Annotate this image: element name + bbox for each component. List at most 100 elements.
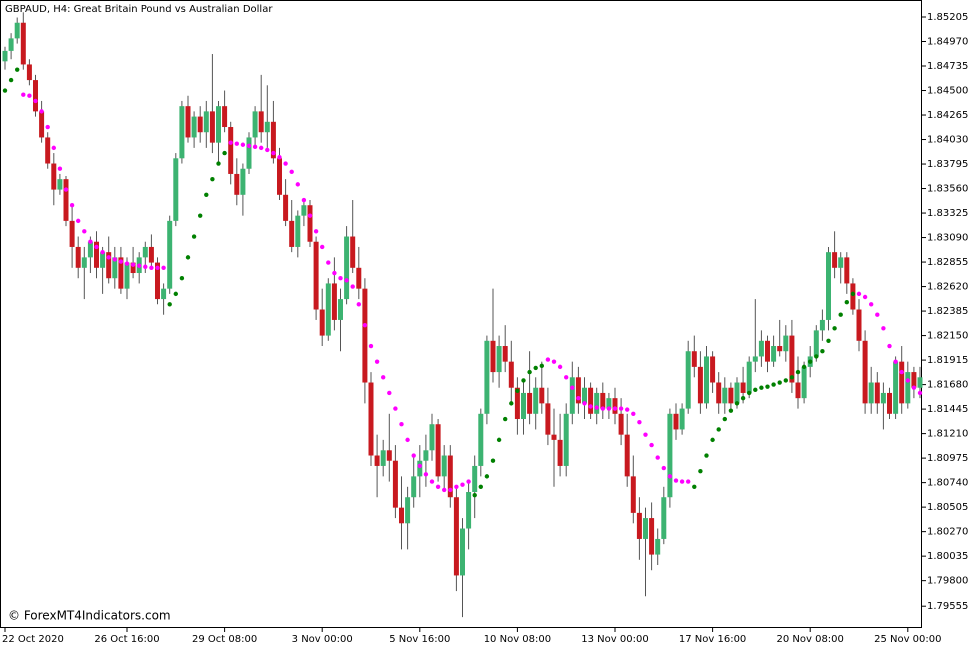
y-tick-label: 1.83795 [927,159,968,170]
sar-dot [448,487,453,493]
y-tick-label: 1.81445 [927,404,968,415]
candle-body [844,257,850,284]
candle-body [8,38,14,51]
sar-dot [130,262,136,267]
candle-body [319,309,325,336]
sar-dot [850,291,856,297]
candle-body [508,361,514,388]
candle-body [26,64,32,81]
sar-dot [149,265,154,271]
candle-body [69,220,75,247]
candle-body [557,439,563,466]
sar-dot [716,427,721,432]
sar-dot [137,263,142,268]
sar-dot [539,363,544,369]
candle-body [338,299,343,320]
sar-dot [173,291,178,297]
candle-body [222,106,228,128]
candle-body [392,460,398,508]
sar-dot [15,67,20,72]
candle-body [649,518,655,555]
candle-body [575,377,581,404]
sar-dot [814,354,819,359]
candle-body [246,137,252,169]
sar-dot [167,302,172,307]
sar-dot [21,92,26,97]
sar-dot [326,260,331,265]
candle-body [203,111,209,133]
candle-body [63,179,69,221]
sar-dot [533,365,538,371]
sar-dot [625,407,630,412]
candle-body [624,434,630,477]
sar-dot [374,359,380,364]
candle-body [771,346,777,362]
candle-body [112,257,118,279]
sar-dot [289,169,294,175]
sar-dot [271,150,276,156]
x-tick-label: 20 Nov 08:00 [776,634,843,645]
sar-dot [600,406,605,411]
candle-body [502,346,508,362]
sar-dot [179,276,185,281]
sar-dot [856,291,862,297]
candle-body [411,476,417,498]
candle-body [148,246,154,263]
sar-dot [765,384,770,389]
sar-dot [771,382,776,387]
y-tick-label: 1.80035 [927,551,968,562]
sar-dot [911,385,917,390]
sar-dot [393,406,398,411]
sar-dot [655,455,660,460]
sar-dot [191,234,197,239]
candle-body [880,392,886,404]
sar-dot [521,378,526,383]
candle-body [313,241,319,310]
candle-body [374,455,380,466]
sar-dot [33,98,38,104]
sar-dot [185,255,191,260]
candle-body [173,158,179,221]
sar-dot [423,472,429,477]
candle-body [521,392,526,420]
sar-dot [832,326,837,331]
sar-dot [442,487,447,493]
sar-dot [124,261,130,266]
sar-dot [643,432,648,437]
candle-body [14,22,20,39]
sar-dot [582,401,587,406]
sar-dot [893,359,898,364]
candle-body [826,252,831,320]
candle-body [484,340,490,414]
candle-body [838,257,844,268]
sar-dot [503,416,508,422]
candle-body [514,387,520,420]
candle-body [832,252,838,268]
candle-body [2,50,8,62]
sar-dot [686,479,691,484]
sar-dot [734,401,740,406]
candle-body [447,455,453,498]
candle-body [612,398,618,414]
sar-dot [917,390,923,396]
candle-body [283,194,289,221]
sar-dot [728,408,734,413]
sar-dot [63,187,69,192]
sar-dot [368,343,374,349]
sar-dot [869,302,874,307]
sar-dot [747,390,752,396]
chart-title: GBPAUD, H4: Great Britain Pound vs Austr… [5,4,273,15]
candle-body [533,387,539,414]
sar-dot [399,422,404,427]
candle-body [606,398,612,409]
candle-body [740,382,746,393]
candle-body [380,450,386,466]
sar-dot [612,406,618,411]
sar-dot [295,182,300,187]
candle-body [868,382,874,404]
candle-body [179,106,185,159]
y-tick-label: 1.80740 [927,478,968,489]
candle-body [197,116,203,133]
candle-body [264,121,270,133]
candle-body [893,361,899,414]
